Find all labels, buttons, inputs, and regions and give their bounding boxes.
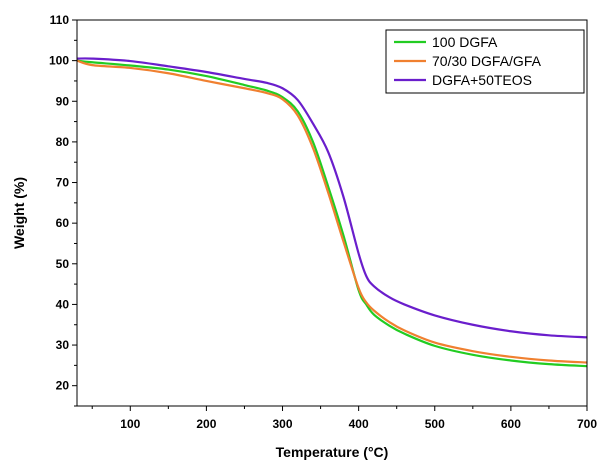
series-line-2 (77, 59, 587, 364)
y-tick-label: 20 (56, 379, 70, 393)
x-tick-label: 100 (120, 417, 140, 431)
y-axis-title: Weight (%) (11, 177, 27, 249)
x-axis-title: Temperature (°C) (276, 444, 389, 460)
series-line-1 (77, 59, 587, 368)
series-layer (77, 57, 587, 368)
y-tick-label: 100 (49, 54, 69, 68)
y-tick-label: 90 (56, 94, 70, 108)
legend-label-1: 100 DGFA (432, 34, 498, 50)
plot-frame (76, 19, 588, 407)
ticks-layer: 100 200 300 400 500 600 700 20 30 40 50 60 70 80 90 100… (49, 13, 597, 431)
x-tick-label: 300 (273, 417, 293, 431)
legend: 100 DGFA 70/30 DGFA/GFA DGFA+50TEOS (385, 29, 585, 94)
x-tick-label: 500 (425, 417, 445, 431)
series-line-3 (77, 57, 587, 339)
x-tick-label: 200 (196, 417, 216, 431)
y-tick-label: 60 (56, 216, 70, 230)
x-tick-label: 400 (349, 417, 369, 431)
x-tick-label: 700 (577, 417, 597, 431)
y-tick-label: 110 (50, 13, 70, 27)
x-tick-label: 600 (501, 417, 521, 431)
legend-label-3: DGFA+50TEOS (432, 72, 532, 88)
y-tick-label: 70 (56, 176, 70, 190)
y-tick-label: 50 (56, 257, 70, 271)
y-tick-label: 40 (56, 297, 70, 311)
legend-label-2: 70/30 DGFA/GFA (432, 53, 542, 69)
y-tick-label: 80 (56, 135, 70, 149)
y-tick-label: 30 (56, 338, 70, 352)
